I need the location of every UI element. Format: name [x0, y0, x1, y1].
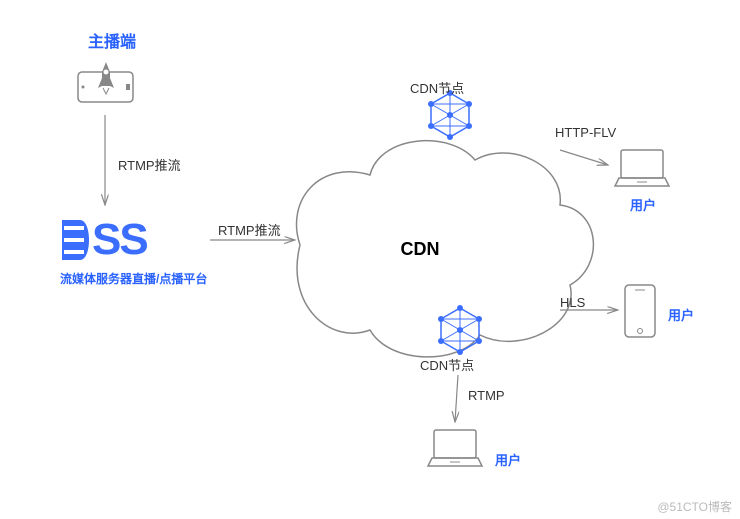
user-1-label: 用户 — [630, 195, 656, 214]
broadcaster-device — [78, 62, 133, 102]
arrow-node-laptop-top — [560, 150, 608, 165]
rtmp-label: RTMP — [468, 388, 505, 403]
cdn-node-top-label: CDN节点 — [410, 78, 464, 97]
user-2-label: 用户 — [668, 305, 694, 324]
dss-logo-text: SS — [92, 215, 147, 265]
laptop-top-icon — [615, 150, 669, 186]
arrow-node-laptop-bottom — [455, 375, 458, 422]
cdn-title: CDN — [401, 239, 440, 259]
watermark: @51CTO博客 — [657, 498, 732, 515]
dss-logo-accent — [62, 220, 89, 260]
laptop-bottom-icon — [428, 430, 482, 466]
cdn-node-bottom-label: CDN节点 — [420, 355, 474, 374]
cdn-node-top-icon — [428, 90, 472, 140]
phone-icon — [625, 285, 655, 337]
http-flv-label: HTTP-FLV — [555, 125, 616, 140]
hls-label: HLS — [560, 295, 585, 310]
broadcaster-title: 主播端 — [88, 28, 136, 52]
cdn-node-bottom-icon — [438, 305, 482, 355]
cloud-shape — [296, 141, 593, 357]
rtmp-push-1-label: RTMP推流 — [118, 155, 181, 174]
rtmp-push-2-label: RTMP推流 — [218, 220, 281, 239]
dss-subtitle: 流媒体服务器直播/点播平台 — [60, 270, 207, 287]
user-3-label: 用户 — [495, 450, 521, 469]
